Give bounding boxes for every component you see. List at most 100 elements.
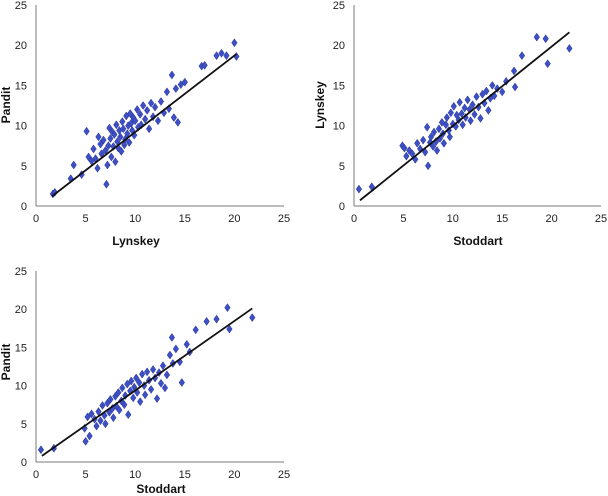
data-point	[224, 303, 231, 313]
y-tick-label: 25	[15, 266, 27, 278]
data-point	[125, 410, 132, 420]
scatter-panel-stoddart-vs-pandit: Stoddart Pandit 0 5 10 15 20 25 0 5 10 15 20 25	[0, 266, 290, 496]
y-tick-label: 0	[339, 201, 345, 213]
x-tick-label: 0	[33, 469, 39, 481]
data-point	[420, 135, 427, 145]
data-point	[168, 70, 176, 80]
scatter-panel-lynskey-vs-pandit: Lynskey Pandit 0 5 10 15 20 25 0 5 10 15 20 25	[0, 0, 290, 248]
x-axis-title: Lynskey	[112, 234, 160, 248]
x-axis-title: Stoddart	[453, 234, 502, 248]
data-point	[424, 122, 431, 132]
data-point	[414, 138, 421, 148]
y-tick-label: 25	[333, 0, 345, 12]
data-point	[143, 105, 151, 115]
data-point	[433, 146, 441, 155]
data-point	[249, 313, 256, 323]
data-point	[94, 163, 101, 173]
data-point	[201, 60, 208, 70]
data-point	[172, 344, 179, 354]
data-point	[435, 124, 443, 134]
data-point	[440, 138, 448, 148]
data-point	[137, 397, 144, 407]
data-point	[172, 84, 179, 94]
data-point	[108, 152, 115, 162]
data-point	[138, 120, 145, 130]
x-tick-label: 5	[400, 213, 406, 225]
y-tick-label: 25	[15, 0, 27, 12]
data-point	[70, 160, 77, 170]
x-tick-label: 20	[545, 213, 557, 225]
data-point	[107, 134, 114, 143]
data-point	[142, 114, 149, 124]
data-point	[157, 97, 165, 106]
y-tick-label: 20	[333, 40, 345, 52]
data-point	[427, 132, 435, 142]
data-point	[494, 84, 501, 94]
data-point	[467, 116, 474, 126]
data-point	[110, 413, 117, 423]
x-tick-label: 15	[179, 213, 191, 225]
data-point	[93, 421, 100, 431]
data-point	[446, 132, 453, 142]
data-point	[499, 87, 506, 97]
data-point	[533, 32, 540, 42]
data-point	[147, 98, 155, 108]
data-point	[157, 378, 165, 388]
data-point	[147, 384, 155, 394]
data-point	[464, 95, 471, 105]
x-tick-label: 5	[83, 469, 89, 481]
data-point	[153, 394, 161, 404]
data-point	[510, 66, 518, 76]
data-point	[226, 324, 233, 334]
data-point	[121, 140, 128, 150]
data-point	[218, 48, 225, 58]
data-point	[112, 157, 119, 167]
data-point	[128, 376, 135, 386]
data-point	[477, 113, 484, 123]
x-axis-title: Stoddart	[136, 482, 185, 496]
data-point	[142, 390, 149, 400]
data-point	[566, 43, 573, 53]
data-point	[424, 161, 432, 171]
y-tick-label: 5	[339, 161, 345, 173]
data-point	[213, 314, 220, 324]
data-point	[450, 101, 457, 111]
data-point	[163, 87, 171, 97]
data-point	[82, 436, 89, 446]
data-point	[121, 400, 128, 410]
data-point	[183, 339, 190, 349]
data-point	[181, 77, 188, 87]
data-point	[145, 124, 153, 134]
data-point	[170, 113, 177, 122]
x-tick-label: 15	[179, 469, 191, 481]
data-point	[103, 179, 110, 189]
x-tick-label: 0	[33, 213, 39, 225]
data-point	[120, 124, 127, 134]
data-point	[469, 100, 476, 110]
data-point	[102, 419, 109, 429]
data-point	[133, 373, 140, 383]
x-tick-label: 20	[228, 213, 240, 225]
data-point	[100, 135, 107, 145]
data-point	[83, 126, 90, 136]
data-point	[97, 416, 104, 426]
data-point	[130, 393, 137, 403]
y-axis-title: Pandit	[0, 87, 13, 124]
data-point	[429, 142, 437, 151]
y-tick-label: 10	[15, 121, 27, 133]
data-point	[113, 120, 120, 130]
data-point	[203, 316, 210, 326]
data-point	[471, 109, 478, 119]
data-point	[115, 388, 122, 397]
data-point	[443, 113, 450, 122]
data-point	[401, 143, 408, 153]
y-tick-label: 5	[21, 419, 27, 431]
data-point	[178, 378, 185, 387]
data-point	[149, 365, 157, 374]
data-point	[151, 102, 159, 112]
data-point	[223, 51, 230, 61]
data-point	[111, 130, 118, 139]
data-point	[116, 405, 123, 415]
data-point	[231, 38, 238, 48]
